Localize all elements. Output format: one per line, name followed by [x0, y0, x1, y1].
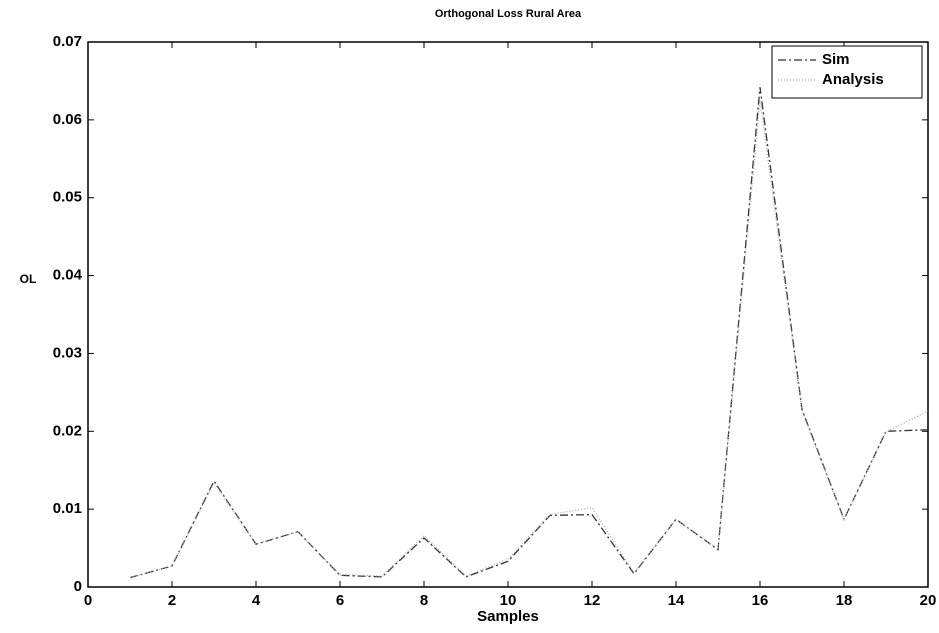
x-tick-label: 4: [252, 592, 261, 609]
x-tick-label: 2: [168, 592, 176, 609]
x-tick-label: 0: [84, 592, 92, 609]
plot-frame: [87, 41, 929, 588]
legend-box: [771, 45, 923, 99]
y-tick-label: 0: [74, 578, 82, 595]
x-tick-label: 16: [752, 592, 769, 609]
x-tick-label: 8: [420, 592, 428, 609]
y-axis-label: OL: [20, 272, 37, 286]
y-tick-label: 0.02: [53, 422, 82, 439]
series-line: [129, 87, 929, 579]
legend-label: Analysis: [822, 71, 884, 88]
y-tick-label: 0.04: [53, 267, 83, 284]
chart-title: Orthogonal Loss Rural Area: [435, 8, 582, 20]
x-tick-label: 10: [500, 592, 517, 609]
y-tick-label: 0.03: [53, 344, 82, 361]
y-tick-label: 0.05: [53, 189, 82, 206]
y-tick-label: 0.01: [53, 500, 82, 517]
x-tick-label: 6: [336, 592, 344, 609]
x-tick-label: 18: [836, 592, 853, 609]
x-tick-label: 12: [584, 592, 601, 609]
x-tick-label: 20: [920, 592, 937, 609]
y-tick-label: 0.06: [53, 111, 82, 128]
x-axis-label: Samples: [477, 608, 539, 625]
x-tick-label: 14: [668, 592, 685, 609]
y-tick-label: 0.07: [53, 33, 82, 50]
legend-label: Sim: [822, 51, 850, 68]
series-line: [129, 100, 929, 579]
